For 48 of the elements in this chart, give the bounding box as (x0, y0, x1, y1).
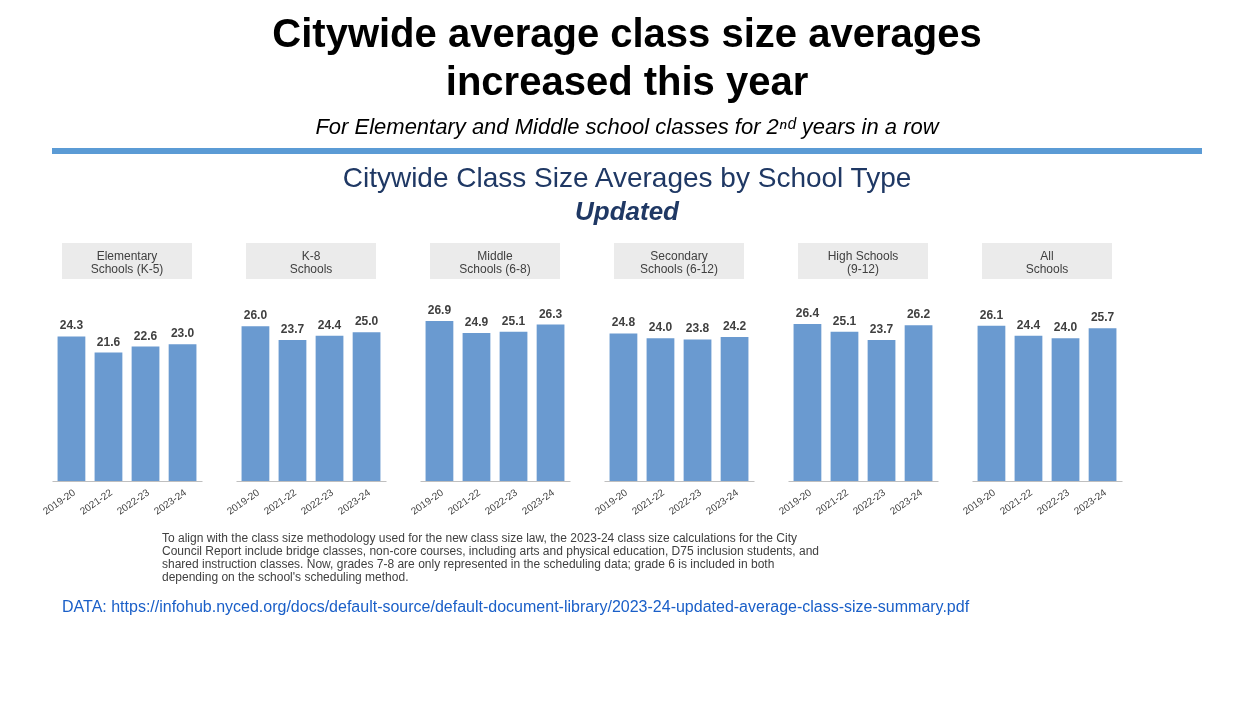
data-label: 24.2 (722, 319, 747, 334)
bar (168, 344, 197, 481)
chart-title: Elementary Schools (K-5) (90, 249, 164, 276)
bar (315, 335, 344, 481)
bar (94, 352, 123, 481)
data-label: 25.7 (1090, 310, 1115, 325)
bar (1088, 328, 1117, 481)
data-label: 23.7 (280, 322, 305, 337)
bar (1051, 338, 1080, 481)
bar (57, 336, 86, 481)
data-label: 23.0 (170, 326, 195, 341)
data-label: 23.7 (869, 322, 894, 337)
chart-title: High Schools (9-12) (827, 249, 899, 276)
text: Citywide Class Size Averages by School Type (342, 162, 912, 193)
data-label: 26.2 (906, 307, 931, 322)
data-label: 26.3 (538, 306, 563, 321)
bar (977, 325, 1006, 481)
data-label: 24.4 (317, 317, 342, 332)
data-label: 24.4 (1016, 317, 1041, 332)
chart-title: Secondary Schools (6-12) (639, 249, 719, 276)
bar (278, 340, 307, 481)
data-label: 26.0 (243, 308, 268, 323)
chart-title: K-8 Schools (289, 249, 333, 276)
text: DATA: https://infohub.nyced.org/docs/default-source/default-document-library/2023-24-updated-average-class-size-summary.pdf (62, 598, 970, 615)
chart-title: All Schools (1025, 249, 1069, 276)
data-label: 23.8 (685, 321, 710, 336)
bar (131, 346, 160, 481)
data-label: 25.1 (832, 313, 857, 328)
data-label: 24.0 (1053, 320, 1078, 335)
text: Updated (575, 196, 681, 226)
data-label: 24.0 (648, 320, 673, 335)
text: For Elementary and Middle school classes for 2ⁿᵈ years in a row (315, 114, 941, 139)
text: Citywide average class size averages increased this year (272, 11, 982, 103)
data-label: 25.1 (501, 313, 526, 328)
text: To align with the class size methodology used for the new class size law, the 2023-24 class size calculations for the City Council Report include bridge classes, non-core courses, including arts and physical education, D75 inclusion students, and shared instruction classes. Now, grades 7-8 are only represented in the scheduling data; grade 6 is included in both depending on the school's scheduling method. (162, 531, 820, 584)
bar (241, 326, 270, 481)
data-label: 26.1 (979, 307, 1004, 322)
data-label: 24.9 (464, 314, 489, 329)
data-label: 26.4 (795, 305, 820, 320)
bar (1014, 335, 1043, 481)
bar (352, 332, 381, 481)
data-label: 22.6 (133, 328, 158, 343)
chart-title: Middle Schools (6-8) (459, 249, 531, 276)
data-label: 24.3 (59, 318, 84, 333)
data-label: 26.9 (427, 303, 452, 317)
data-label: 24.8 (611, 315, 636, 330)
data-label: 21.6 (96, 334, 121, 349)
data-label: 25.0 (354, 314, 379, 329)
